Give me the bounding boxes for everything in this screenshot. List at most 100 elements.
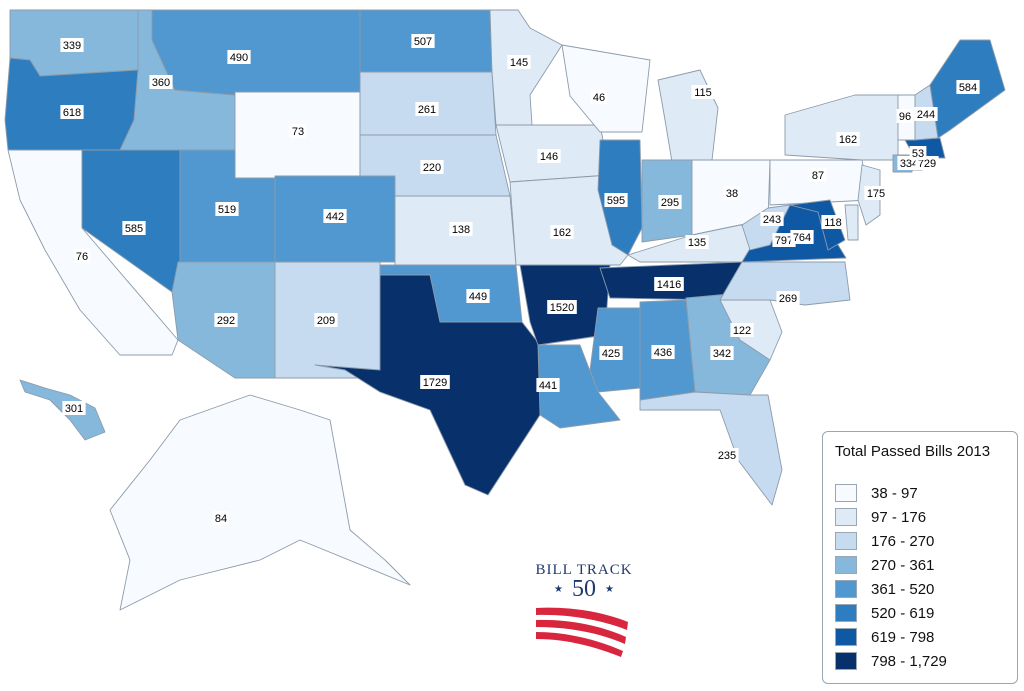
legend: Total Passed Bills 2013 38 - 97 97 - 176… [822,431,1018,684]
state-value-text: 38 [726,188,738,200]
state-value-label: 244 [914,107,938,121]
label-background [323,209,347,223]
state-value-label: 162 [550,225,574,239]
state-value-label: 295 [658,195,682,209]
label-background [550,225,574,239]
state-value-label: 360 [149,75,173,89]
state-value-label: 175 [864,186,888,200]
legend-item: 619 - 798 [835,627,934,647]
state-value-label: 618 [60,105,84,119]
state-value-label: 87 [809,168,827,182]
state-value-text: 220 [423,162,441,174]
state-pa [769,159,871,206]
label-background [685,235,709,249]
state-value-text: 175 [867,188,885,200]
state-value-label: 243 [760,212,784,226]
state-value-label: 145 [507,55,531,69]
state-value-text: 118 [824,217,842,229]
state-value-text: 76 [76,251,88,263]
legend-item: 176 - 270 [835,531,934,551]
label-background [537,149,561,163]
legend-item: 270 - 361 [835,555,934,575]
state-de [844,204,859,241]
label-background [723,186,741,200]
label-background [215,202,239,216]
label-background [760,212,784,226]
state-value-label: 138 [449,222,473,236]
state-value-text: 73 [292,126,304,138]
label-background [821,215,845,229]
label-background [449,222,473,236]
state-value-label: 1416 [654,277,684,291]
state-ny [784,94,899,161]
state-value-text: 146 [540,151,558,163]
state-value-text: 53 [912,148,924,160]
star-icon: ★ [605,584,614,595]
state-nc [719,261,851,306]
state-value-text: 295 [661,197,679,209]
state-value-text: 244 [917,109,935,121]
state-value-label: 449 [466,289,490,303]
state-value-text: 436 [654,347,672,359]
legend-label: 361 - 520 [871,580,935,598]
state-value-label: 220 [420,160,444,174]
label-background [466,289,490,303]
state-la [537,344,621,429]
legend-swatch [835,628,857,646]
state-value-label: 339 [60,38,84,52]
label-background [776,291,800,305]
state-value-label: 53 [909,146,927,160]
legend-swatch [835,532,857,550]
legend-item: 38 - 97 [835,483,918,503]
legend-item: 520 - 619 [835,603,934,623]
legend-swatch [835,652,857,670]
state-value-label: 797 [772,233,796,247]
label-background [651,345,675,359]
state-value-text: 334 [900,158,918,170]
state-value-text: 1729 [423,377,447,389]
state-value-text: 138 [452,224,470,236]
label-background [654,277,684,291]
legend-swatch [835,484,857,502]
label-background [691,85,715,99]
label-background [212,511,230,525]
state-value-text: 425 [602,348,620,360]
state-value-text: 96 [899,111,911,123]
label-background [730,323,754,337]
state-value-text: 441 [539,380,557,392]
legend-label: 97 - 176 [871,508,927,526]
state-value-label: 519 [215,202,239,216]
label-background [420,160,444,174]
state-value-text: 301 [65,403,83,415]
label-background [73,249,91,263]
state-value-text: 292 [217,315,235,327]
state-value-text: 1416 [657,279,681,291]
state-value-label: 96 [896,109,914,123]
state-value-label: 301 [62,401,86,415]
state-value-label: 595 [604,193,628,207]
state-value-label: 584 [956,80,980,94]
state-md [789,199,846,251]
legend-item: 798 - 1,729 [835,651,947,671]
state-value-text: 87 [812,170,824,182]
label-background [715,448,739,462]
legend-swatch [835,604,857,622]
state-value-label: 162 [836,132,860,146]
label-background [658,195,682,209]
state-value-label: 441 [536,378,560,392]
legend-label: 270 - 361 [871,556,935,574]
state-value-label: 84 [212,511,230,525]
legend-label: 798 - 1,729 [871,652,947,670]
state-value-text: 135 [688,237,706,249]
label-background [590,90,608,104]
label-background [149,75,173,89]
state-value-label: 292 [214,313,238,327]
state-value-label: 73 [289,124,307,138]
legend-swatch [835,508,857,526]
state-value-text: 1520 [550,302,574,314]
state-value-text: 46 [593,92,605,104]
state-mt [151,9,361,96]
legend-item: 361 - 520 [835,579,934,599]
label-background [604,193,628,207]
state-value-label: 585 [122,221,146,235]
